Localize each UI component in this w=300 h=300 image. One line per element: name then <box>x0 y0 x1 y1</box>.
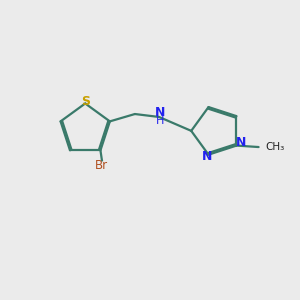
Text: N: N <box>155 106 166 119</box>
Text: CH₃: CH₃ <box>265 142 284 152</box>
Text: N: N <box>236 136 246 149</box>
Text: N: N <box>202 150 212 163</box>
Text: Br: Br <box>95 159 109 172</box>
Text: H: H <box>156 116 165 126</box>
Text: S: S <box>81 94 90 108</box>
